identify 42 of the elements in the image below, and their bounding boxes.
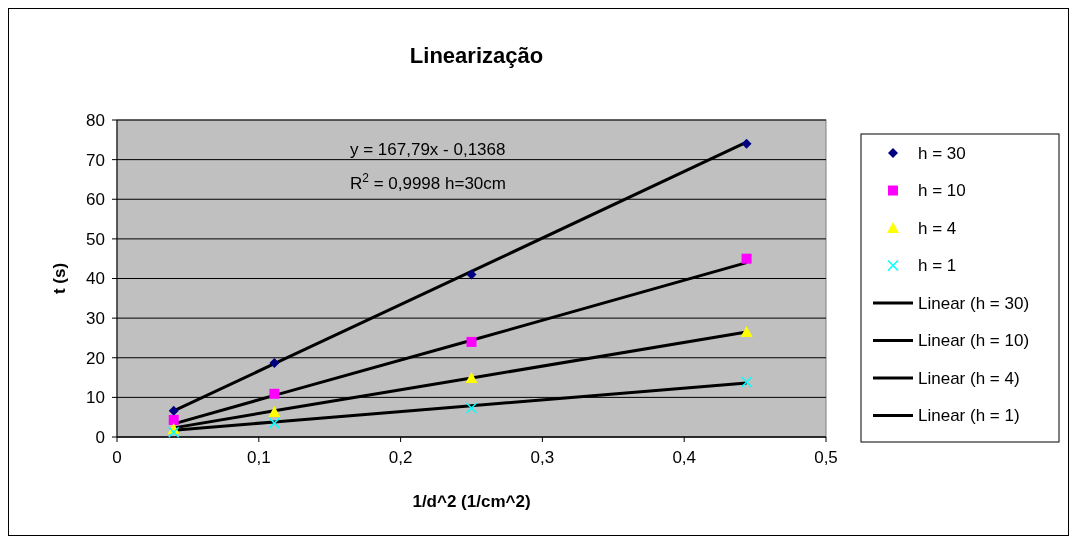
legend-label: h = 30 (918, 143, 966, 163)
x-tick-label: 0,5 (814, 448, 838, 467)
point (465, 402, 478, 414)
y-axis-title: t (s) (50, 262, 69, 295)
point (741, 138, 752, 149)
legend-label: h = 1 (918, 256, 957, 276)
y-tick-label: 70 (86, 150, 105, 170)
y-tick-label: 20 (86, 348, 105, 368)
annotation: y = 167,79x - 0,1368 (350, 140, 506, 159)
legend-label: h = 10 (918, 181, 966, 201)
point (465, 371, 478, 383)
point (741, 253, 752, 264)
point (740, 325, 753, 337)
point (466, 336, 477, 347)
point (466, 269, 477, 280)
annotation: R$^{2}$ = 0,9998 h=30cm (350, 171, 506, 193)
point (168, 414, 179, 425)
x-tick-label: 0,1 (246, 448, 271, 467)
point (269, 388, 280, 399)
legend-label: Linear (h = 4) (918, 368, 1020, 388)
point (269, 357, 280, 368)
chart-title: Linearização (409, 43, 544, 68)
y-tick-label: 50 (86, 229, 105, 249)
point (268, 417, 281, 429)
legend-label: Linear (h = 1) (918, 406, 1020, 426)
x-tick-label: 0,3 (530, 448, 555, 467)
x-axis-title: 1/d^2 (1/cm^2) (412, 492, 531, 511)
y-tick-label: 10 (86, 388, 105, 408)
x-tick-label: 0,2 (388, 448, 413, 467)
point (168, 405, 179, 416)
y-tick-label: 60 (86, 190, 105, 210)
y-tick-label: 30 (86, 309, 105, 329)
legend-label: Linear (h = 30) (918, 293, 1030, 313)
legend-label: Linear (h = 10) (918, 331, 1030, 351)
legend-label: h = 4 (918, 218, 957, 238)
y-tick-label: 40 (86, 269, 105, 289)
y-tick-label: 80 (86, 110, 105, 130)
y-tick-label: 0 (95, 427, 105, 447)
point (740, 376, 753, 388)
point (268, 406, 281, 418)
x-tick-label: 0,4 (672, 448, 697, 467)
x-tick-label: 0 (112, 448, 122, 467)
